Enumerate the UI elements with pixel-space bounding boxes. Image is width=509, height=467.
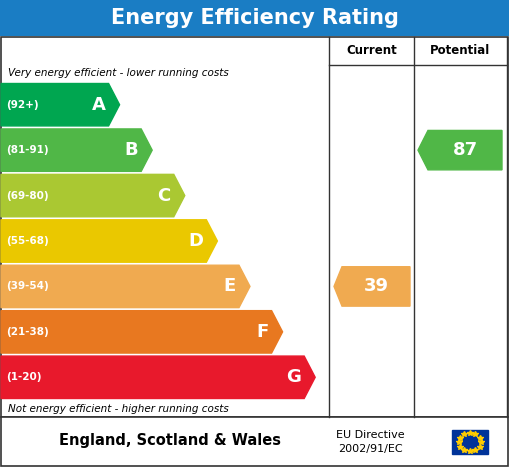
Bar <box>1 417 508 466</box>
Polygon shape <box>334 267 410 306</box>
Text: (39-54): (39-54) <box>6 282 49 291</box>
Polygon shape <box>1 174 185 217</box>
Text: (21-38): (21-38) <box>6 327 49 337</box>
Text: G: G <box>286 368 301 386</box>
FancyBboxPatch shape <box>452 430 488 454</box>
Polygon shape <box>1 265 250 308</box>
Text: EU Directive: EU Directive <box>336 430 404 440</box>
Text: (92+): (92+) <box>6 100 39 110</box>
Polygon shape <box>1 311 282 353</box>
Text: (69-80): (69-80) <box>6 191 49 200</box>
Polygon shape <box>1 84 120 126</box>
Text: 39: 39 <box>363 277 388 296</box>
Text: B: B <box>125 141 138 159</box>
Text: England, Scotland & Wales: England, Scotland & Wales <box>59 433 281 448</box>
Text: C: C <box>157 187 171 205</box>
Polygon shape <box>418 130 502 170</box>
Text: (55-68): (55-68) <box>6 236 49 246</box>
Text: Very energy efficient - lower running costs: Very energy efficient - lower running co… <box>8 69 229 78</box>
Text: Energy Efficiency Rating: Energy Efficiency Rating <box>110 8 399 28</box>
Polygon shape <box>1 129 152 171</box>
Text: Not energy efficient - higher running costs: Not energy efficient - higher running co… <box>8 403 229 413</box>
Text: 2002/91/EC: 2002/91/EC <box>337 444 402 454</box>
Polygon shape <box>1 220 217 262</box>
Text: E: E <box>224 277 236 296</box>
Text: (1-20): (1-20) <box>6 372 42 382</box>
Text: Potential: Potential <box>431 44 491 57</box>
Text: Current: Current <box>346 44 397 57</box>
Text: D: D <box>188 232 204 250</box>
Bar <box>0 0 509 36</box>
Text: A: A <box>92 96 105 113</box>
Bar <box>1 37 508 417</box>
Text: F: F <box>257 323 269 341</box>
Text: 87: 87 <box>453 141 477 159</box>
Polygon shape <box>1 356 315 398</box>
Text: (81-91): (81-91) <box>6 145 49 155</box>
